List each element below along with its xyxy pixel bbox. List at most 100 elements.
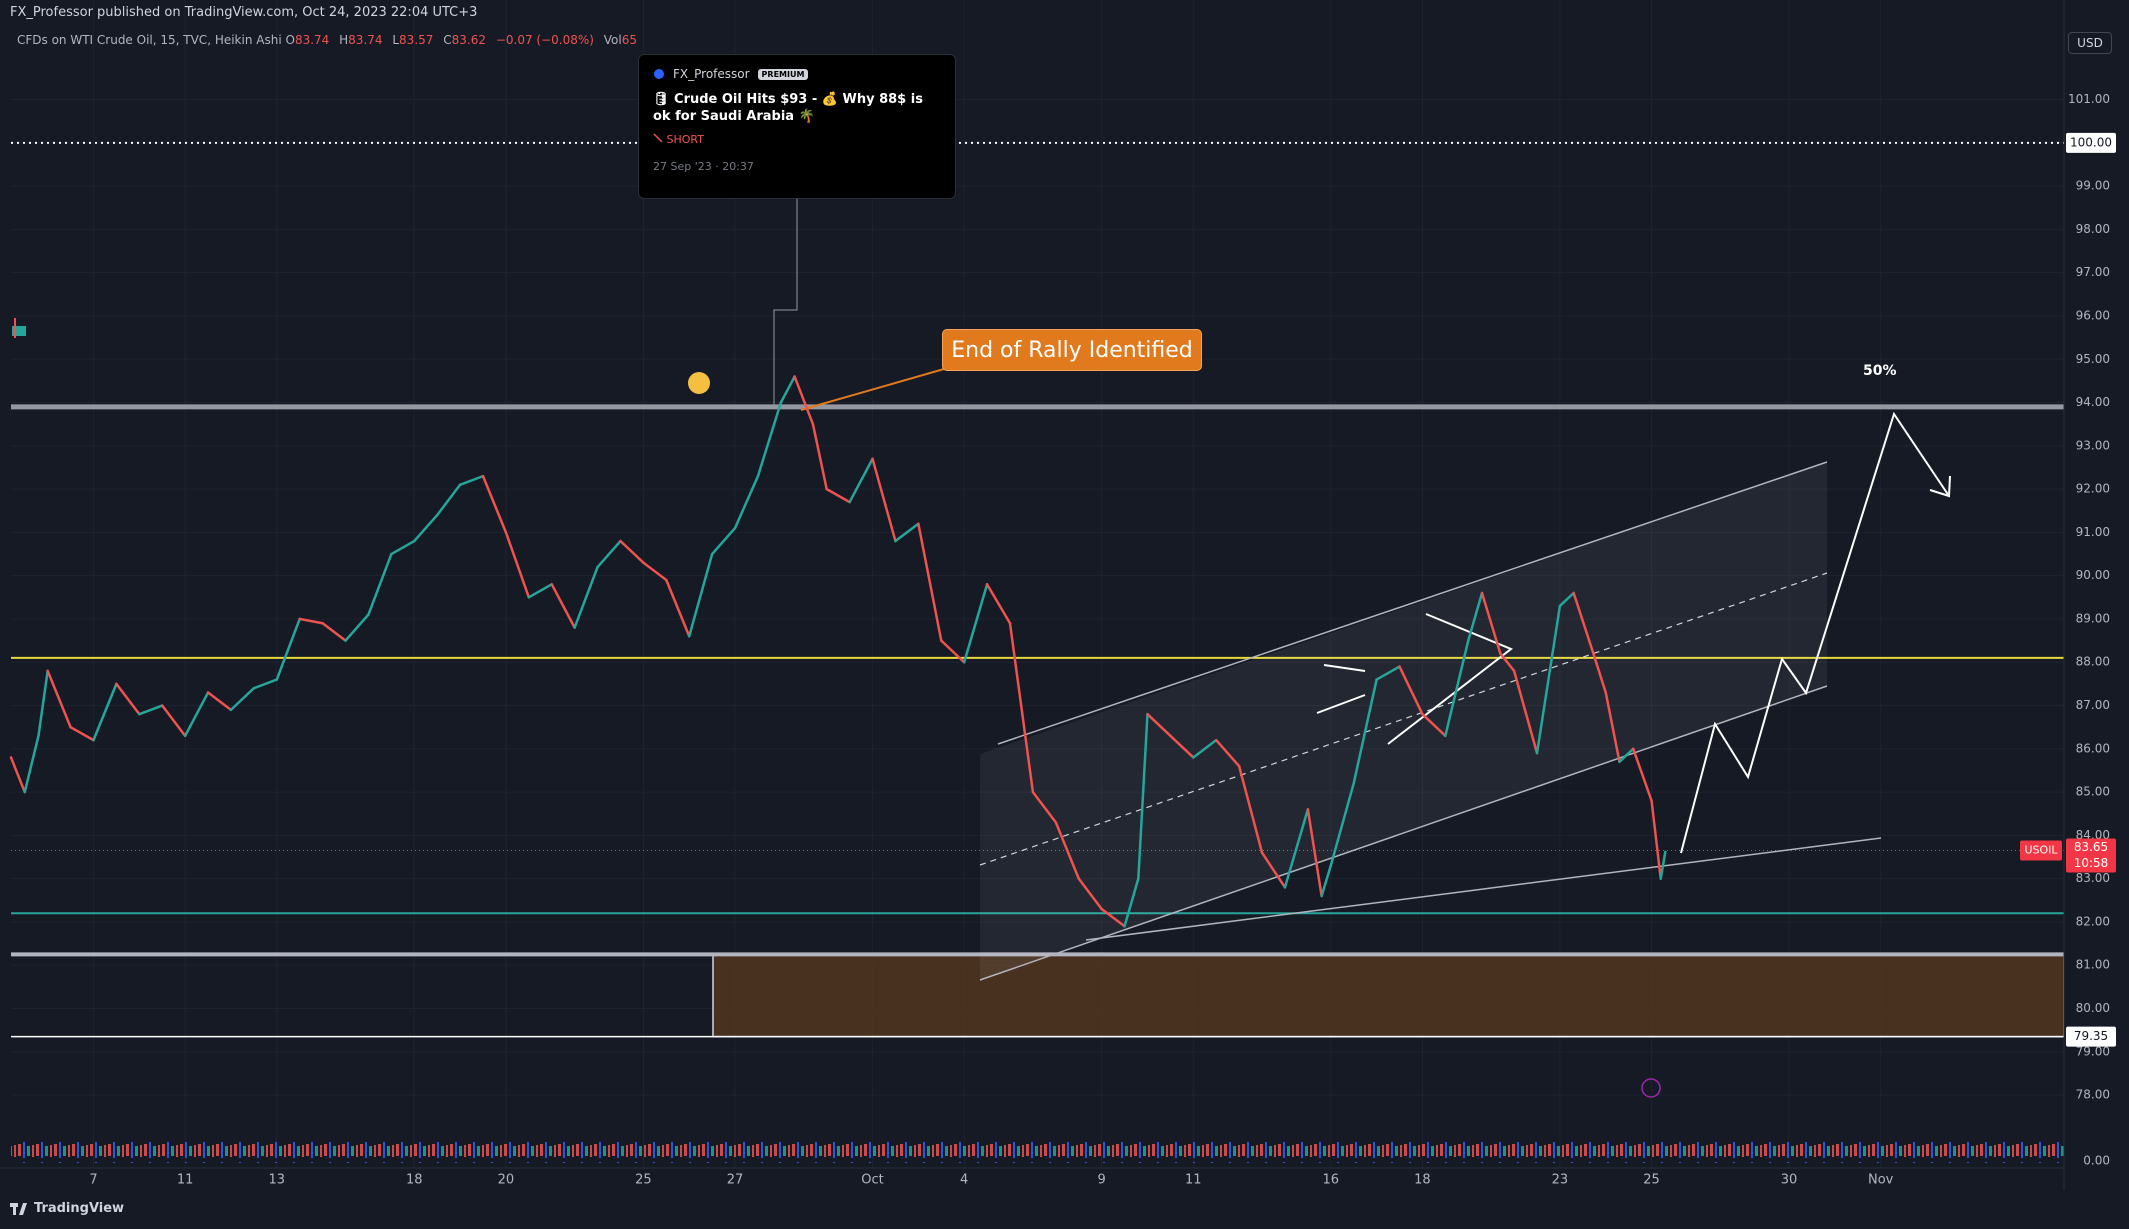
ohlc-label: L xyxy=(392,33,400,47)
price-segment xyxy=(46,669,72,729)
idea-direction-text: SHORT xyxy=(666,133,704,146)
price-segment xyxy=(23,734,40,794)
price-segment xyxy=(1260,851,1287,889)
price-segment xyxy=(1100,907,1126,928)
y-tick-label: 91.00 xyxy=(2076,525,2110,539)
price-segment xyxy=(619,539,645,564)
price-segment xyxy=(733,474,760,530)
x-tick-label: 16 xyxy=(1323,1173,1340,1188)
price-segment xyxy=(1631,747,1653,802)
author-icon xyxy=(654,69,664,79)
price-segment xyxy=(1146,712,1172,738)
volume: 65 xyxy=(621,33,638,47)
symbol-legend: CFDs on WTI Crude Oil, 15, TVC, Heikin A… xyxy=(17,33,643,47)
price-segment xyxy=(1659,850,1667,880)
price-segment xyxy=(1352,678,1378,785)
price-segment xyxy=(985,583,1012,625)
idea-author-row: FX_Professor PREMIUM xyxy=(653,67,941,81)
ohlc-value: 83.74 xyxy=(348,33,383,47)
price-segment xyxy=(687,552,714,638)
price-segment xyxy=(458,474,485,487)
price-segment xyxy=(550,583,576,629)
price-segment xyxy=(1008,622,1035,794)
price-segment xyxy=(298,617,324,625)
y-tick-label: 90.00 xyxy=(2076,568,2110,582)
symbol: CFDs on WTI Crude Oil, 15, TVC, Heikin A… xyxy=(17,33,282,47)
y-tick-label: 99.00 xyxy=(2076,179,2110,193)
idea-direction: SHORT xyxy=(653,133,941,146)
price-segment xyxy=(1480,591,1502,655)
idea-card[interactable]: FX_Professor PREMIUM 🛢 Crude Oil Hits $9… xyxy=(638,54,956,199)
price-segment xyxy=(1467,591,1484,642)
target-label: 50% xyxy=(1863,363,1897,379)
price-segment xyxy=(527,583,553,599)
y-tick-label: 96.00 xyxy=(2076,308,2110,322)
ohlc-value: 83.57 xyxy=(399,33,434,47)
currency-button[interactable]: USD xyxy=(2068,32,2112,54)
price-segment xyxy=(1077,877,1103,911)
price-segment xyxy=(138,704,164,716)
price-segment xyxy=(1398,665,1424,716)
price-segment xyxy=(1650,799,1662,880)
price-segment xyxy=(1237,764,1264,854)
x-tick-label: 13 xyxy=(269,1173,286,1188)
ohlc-label: O xyxy=(285,33,295,47)
price-segment xyxy=(1192,738,1218,759)
x-tick-label: 23 xyxy=(1552,1173,1569,1188)
idea-connector xyxy=(773,197,798,407)
price-segment xyxy=(1169,734,1195,759)
x-tick-label: 25 xyxy=(635,1173,652,1188)
channel-lower xyxy=(979,685,1828,981)
price-segment xyxy=(92,682,118,742)
price-segment xyxy=(1054,821,1080,880)
short-icon xyxy=(653,133,663,143)
idea-date: 27 Sep '23 · 20:37 xyxy=(653,160,754,173)
price-segment xyxy=(413,513,439,543)
x-tick-label: Oct xyxy=(861,1173,883,1188)
price-segment xyxy=(756,401,783,478)
flag-line xyxy=(1323,664,1366,672)
y-tick-label: 78.00 xyxy=(2076,1088,2110,1102)
price-segment xyxy=(596,539,622,569)
x-tick-label: Nov xyxy=(1868,1173,1894,1188)
axes: 78.00 79.00 80.00 81.00 82.00 83.00 84.00 85.00… xyxy=(89,92,2116,1188)
y-tick-label: 80.00 xyxy=(2076,1001,2110,1015)
y-tick-label: 83.00 xyxy=(2076,871,2110,885)
callout: End of Rally Identified xyxy=(942,329,1202,371)
price-segment xyxy=(940,639,966,664)
idea-title: 🛢 Crude Oil Hits $93 - 💰 Why 88$ is ok f… xyxy=(653,92,923,124)
price-segment xyxy=(1329,782,1355,867)
y-tick-label: 93.00 xyxy=(2076,438,2110,452)
price-segment xyxy=(1499,652,1516,673)
price-segment xyxy=(344,613,370,642)
trend-line xyxy=(1085,837,1882,941)
price-segment xyxy=(848,457,874,504)
y-tick-label: 89.00 xyxy=(2076,611,2110,625)
projection-path xyxy=(1680,411,1950,854)
x-tick-label: 7 xyxy=(89,1173,97,1188)
drawings xyxy=(11,197,2064,1163)
y-tick-label: 94.00 xyxy=(2076,395,2110,409)
price-segment xyxy=(37,669,49,738)
y-tick-label: 84.00 xyxy=(2076,828,2110,842)
footer: TradingView xyxy=(10,1201,124,1216)
price-segment xyxy=(1590,648,1607,694)
ohlc-label: C xyxy=(443,33,452,47)
ohlc-value: 83.62 xyxy=(451,33,486,47)
premium-badge: PREMIUM xyxy=(757,68,809,80)
x-tick-label: 11 xyxy=(177,1173,194,1188)
price-segment xyxy=(275,617,301,681)
y-tick-label: 85.00 xyxy=(2076,785,2110,799)
price-segment xyxy=(573,565,599,629)
price-tag-label: 83.65 xyxy=(2074,840,2108,854)
y-tick-label: 88.00 xyxy=(2076,655,2110,669)
price-segment xyxy=(115,682,141,716)
price-segment xyxy=(504,531,531,599)
price-segment xyxy=(710,526,737,556)
level-tag xyxy=(2066,1026,2116,1047)
idea-author: FX_Professor xyxy=(673,67,750,81)
x-tick-label: 11 xyxy=(1185,1173,1202,1188)
ohlc-label: H xyxy=(339,33,349,47)
